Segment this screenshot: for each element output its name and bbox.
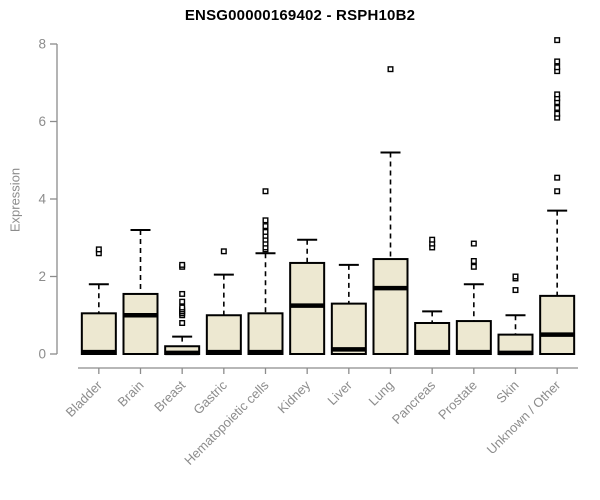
outlier-point [554,37,561,44]
box-Hematopoietic cells [247,312,284,355]
outlier-point [470,263,477,270]
box-Kidney [289,261,326,355]
outlier-point [554,91,561,98]
outlier-point [512,287,519,294]
box-Liver [330,302,367,355]
outlier-point [554,188,561,195]
x-tick-label: Kidney [275,377,314,416]
outlier-point [179,261,186,268]
outlier-point [554,64,561,71]
x-tick-label: Breast [151,377,188,414]
outlier-point [262,217,269,224]
outlier-point [554,104,561,111]
outlier-point [387,66,394,73]
outlier-point [554,174,561,181]
outlier-point [95,246,102,253]
x-tick-label: Prostate [435,378,480,423]
x-tick-label: Unknown / Other [484,377,564,457]
chart-title: ENSG00000169402 - RSPH10B2 [184,7,416,24]
outlier-point [512,273,519,280]
y-tick-label: 4 [38,192,46,207]
x-tick-label: Bladder [63,377,106,420]
outlier-point [220,248,227,255]
outlier-point [262,228,269,235]
outlier-point [179,298,186,305]
outlier-point [470,240,477,247]
box-Bladder [80,312,117,355]
y-tick-label: 0 [38,347,46,362]
box-Lung [372,258,409,355]
x-tick-label: Lung [366,378,397,409]
y-tick-label: 2 [38,269,46,284]
y-tick-label: 8 [38,37,46,52]
outlier-point [262,188,269,195]
outlier-point [262,223,269,230]
x-tick-label: Liver [324,377,355,408]
outlier-point [179,304,186,311]
outlier-point [179,290,186,297]
y-tick-label: 6 [38,114,46,129]
x-tick-label: Gastric [190,377,230,417]
outlier-point [179,320,186,327]
box-Pancreas [414,322,451,355]
box-Brain [122,292,159,355]
outlier-point [554,110,561,117]
outlier-point [470,258,477,265]
box-Unknown / Other [539,294,576,355]
x-tick-label: Brain [115,378,147,410]
outlier-point [429,236,436,243]
box-Gastric [205,314,242,355]
box-Prostate [455,320,492,355]
outlier-point [554,58,561,65]
x-tick-label: Skin [493,378,521,406]
x-tick-label: Pancreas [389,377,439,427]
